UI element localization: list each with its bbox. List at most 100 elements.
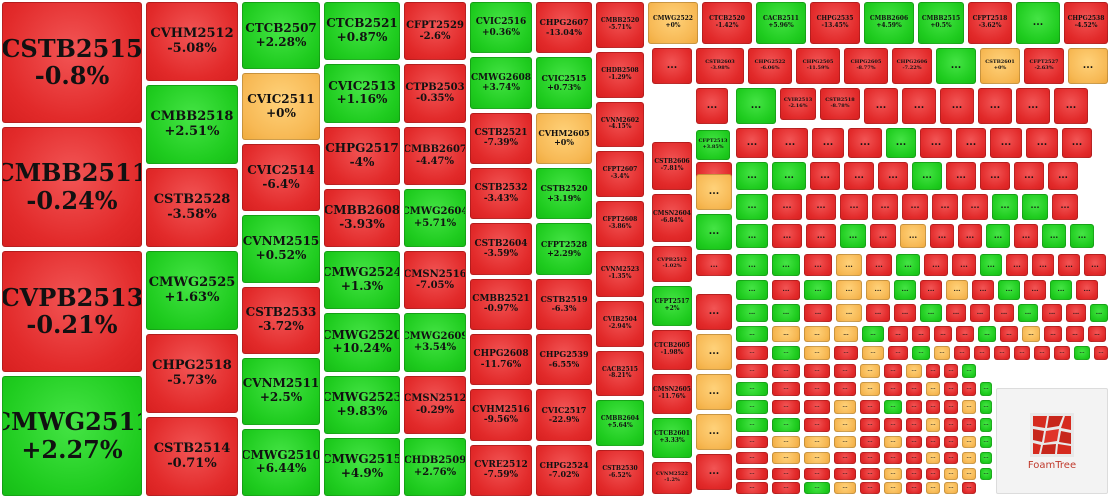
treemap-tile[interactable]: ...: [772, 128, 808, 158]
treemap-tile[interactable]: ...: [944, 452, 958, 464]
treemap-tile[interactable]: ...: [1024, 280, 1046, 300]
treemap-tile[interactable]: CSTB2518 -8.78%: [820, 88, 860, 120]
treemap-tile[interactable]: CHPG2518 -5.73%: [146, 334, 238, 413]
treemap-tile[interactable]: CSTB2514 -0.71%: [146, 417, 238, 496]
treemap-tile[interactable]: ...: [1000, 326, 1018, 342]
treemap-tile[interactable]: ...: [804, 482, 830, 494]
treemap-tile[interactable]: CVNM2511 +2.5%: [242, 357, 320, 425]
treemap-tile[interactable]: ...: [834, 326, 858, 342]
treemap-tile[interactable]: CMBB2608 -3.93%: [324, 188, 400, 247]
treemap-tile[interactable]: CVIB2513 -2.16%: [780, 88, 816, 120]
treemap-tile[interactable]: ...: [810, 162, 840, 190]
treemap-tile[interactable]: ...: [902, 88, 936, 124]
treemap-tile[interactable]: ...: [884, 452, 902, 464]
treemap-tile[interactable]: ...: [994, 346, 1010, 360]
treemap-tile[interactable]: ...: [804, 418, 830, 432]
treemap-tile[interactable]: ...: [902, 194, 928, 220]
treemap-tile[interactable]: ...: [862, 346, 884, 360]
treemap-tile[interactable]: ...: [912, 346, 930, 360]
treemap-tile[interactable]: CMBB2604 +5.64%: [596, 400, 644, 447]
treemap-tile[interactable]: CSTB2533 -3.72%: [242, 286, 320, 354]
treemap-tile[interactable]: ...: [696, 214, 732, 250]
treemap-tile[interactable]: ...: [980, 162, 1010, 190]
treemap-tile[interactable]: ...: [896, 254, 920, 276]
treemap-tile[interactable]: ...: [772, 280, 800, 300]
treemap-tile[interactable]: ...: [836, 304, 862, 322]
treemap-tile[interactable]: CFPT2517 +2%: [652, 286, 692, 326]
treemap-tile[interactable]: ...: [1054, 346, 1070, 360]
treemap-tile[interactable]: ...: [834, 418, 856, 432]
treemap-tile[interactable]: ...: [980, 452, 992, 464]
treemap-tile[interactable]: ...: [906, 436, 922, 448]
treemap-tile[interactable]: CTCB2601 +3.33%: [652, 418, 692, 458]
treemap-tile[interactable]: ...: [1066, 304, 1086, 322]
treemap-tile[interactable]: ...: [962, 436, 976, 448]
treemap-tile[interactable]: CMSN2604 -6.84%: [652, 194, 692, 242]
treemap-tile[interactable]: ...: [962, 400, 976, 414]
treemap-tile[interactable]: CMSN2605 -11.76%: [652, 374, 692, 414]
treemap-tile[interactable]: ...: [872, 194, 898, 220]
treemap-tile[interactable]: ...: [884, 436, 902, 448]
treemap-tile[interactable]: CMWG2525 +1.63%: [146, 251, 238, 330]
treemap-tile[interactable]: ...: [1018, 304, 1038, 322]
treemap-tile[interactable]: ...: [990, 128, 1022, 158]
treemap-tile[interactable]: ...: [860, 468, 880, 480]
treemap-tile[interactable]: ...: [1044, 326, 1062, 342]
treemap-tile[interactable]: ...: [998, 280, 1020, 300]
treemap-tile[interactable]: ...: [1070, 224, 1094, 248]
treemap-tile[interactable]: ...: [696, 334, 732, 370]
treemap-tile[interactable]: ...: [736, 254, 768, 276]
treemap-tile[interactable]: ...: [696, 414, 732, 450]
treemap-tile[interactable]: ...: [940, 88, 974, 124]
treemap-tile[interactable]: ...: [920, 128, 952, 158]
treemap-tile[interactable]: ...: [696, 454, 732, 490]
treemap-tile[interactable]: ...: [866, 280, 890, 300]
treemap-tile[interactable]: ...: [980, 436, 992, 448]
treemap-tile[interactable]: ...: [934, 346, 950, 360]
treemap-tile[interactable]: ...: [886, 128, 916, 158]
treemap-tile[interactable]: CTCB2520 -1.42%: [702, 2, 752, 44]
treemap-tile[interactable]: CSTB2603 -3.98%: [696, 48, 744, 84]
treemap-tile[interactable]: ...: [804, 452, 830, 464]
treemap-tile[interactable]: ...: [736, 280, 768, 300]
treemap-tile[interactable]: ...: [1094, 346, 1108, 360]
treemap-tile[interactable]: ...: [884, 482, 902, 494]
treemap-tile[interactable]: ...: [992, 194, 1018, 220]
treemap-tile[interactable]: ...: [926, 382, 940, 396]
treemap-tile[interactable]: ...: [772, 452, 800, 464]
treemap-tile[interactable]: CVIC2514 -6.4%: [242, 144, 320, 212]
treemap-tile[interactable]: ...: [834, 468, 856, 480]
treemap-tile[interactable]: ...: [772, 418, 800, 432]
treemap-tile[interactable]: CHPG2517 -4%: [324, 126, 400, 185]
treemap-tile[interactable]: CVHM2512 -5.08%: [146, 2, 238, 81]
treemap-tile[interactable]: CFPT2518 -3.62%: [968, 2, 1012, 44]
treemap-tile[interactable]: ...: [1054, 88, 1088, 124]
treemap-tile[interactable]: ...: [804, 382, 830, 396]
treemap-tile[interactable]: ...: [866, 304, 890, 322]
treemap-tile[interactable]: CMWG2522 +0%: [648, 2, 698, 44]
treemap-tile[interactable]: CFPT2528 +2.29%: [536, 223, 592, 275]
treemap-tile[interactable]: ...: [860, 382, 880, 396]
treemap-tile[interactable]: ...: [1026, 128, 1058, 158]
treemap-tile[interactable]: ...: [1014, 346, 1030, 360]
treemap-tile[interactable]: CVIC2511 +0%: [242, 73, 320, 141]
treemap-tile[interactable]: ...: [944, 436, 958, 448]
treemap-tile[interactable]: ...: [946, 162, 976, 190]
treemap-tile[interactable]: ...: [806, 224, 836, 248]
treemap-tile[interactable]: ...: [962, 418, 976, 432]
treemap-tile[interactable]: CSTB2528 -3.58%: [146, 168, 238, 247]
treemap-tile[interactable]: CMWG2604 +5.71%: [404, 188, 466, 247]
treemap-tile[interactable]: ...: [926, 436, 940, 448]
treemap-tile[interactable]: ...: [930, 224, 954, 248]
treemap-tile[interactable]: ...: [772, 254, 800, 276]
treemap-tile[interactable]: ...: [894, 304, 916, 322]
treemap-tile[interactable]: ...: [696, 174, 732, 210]
treemap-tile[interactable]: ...: [906, 468, 922, 480]
treemap-tile[interactable]: ...: [696, 294, 732, 330]
treemap-tile[interactable]: ...: [844, 162, 874, 190]
treemap-tile[interactable]: ...: [954, 346, 970, 360]
treemap-tile[interactable]: ...: [834, 400, 856, 414]
treemap-tile[interactable]: ...: [736, 326, 768, 342]
treemap-tile[interactable]: CSTB2520 +3.19%: [536, 168, 592, 220]
treemap-tile[interactable]: ...: [736, 128, 768, 158]
